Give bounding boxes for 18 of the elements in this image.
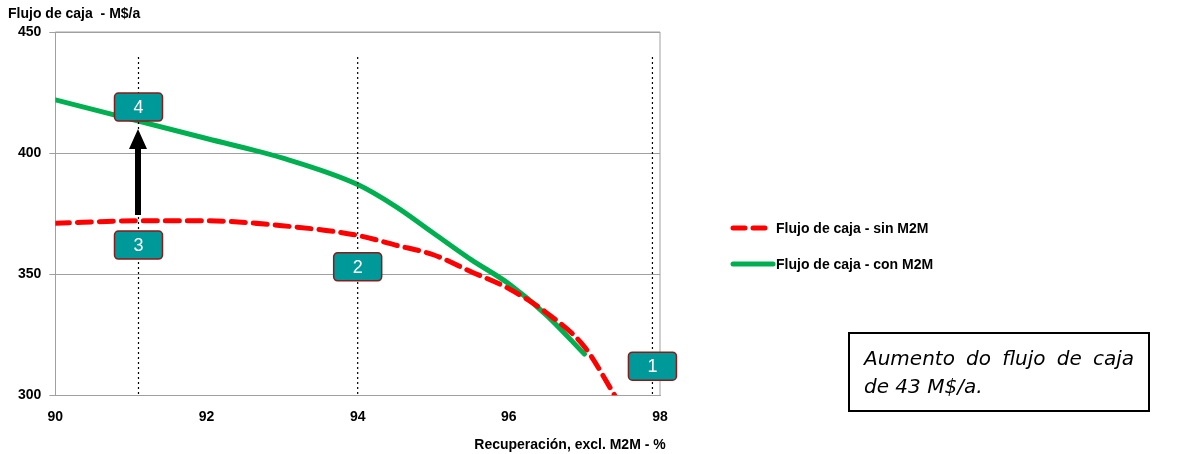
y-tick-label: 400 — [18, 143, 42, 160]
x-tick-label: 92 — [198, 408, 215, 425]
annotation: 2 — [352, 256, 363, 277]
annotation: 4 — [133, 97, 144, 118]
x-tick-label: 98 — [652, 408, 668, 425]
annotation: 3 — [133, 235, 144, 256]
x-axis-title: Recuperación, excl. M2M - % — [474, 435, 667, 452]
y-tick-label: 350 — [18, 264, 42, 281]
x-tick-label: 94 — [349, 408, 366, 425]
text: Aumento do flujo de caja de 43 M$/a. — [848, 332, 1150, 412]
y-axis-title: Flujo de caja - M$/a — [8, 4, 141, 21]
x-tick-label: 96 — [501, 408, 517, 425]
legend-label: Flujo de caja - sin M2M — [776, 220, 929, 236]
legend-label: Flujo de caja - con M2M — [776, 256, 934, 272]
annotation: 1 — [647, 356, 658, 377]
y-tick-label: 300 — [18, 386, 42, 403]
x-tick-label: 90 — [47, 408, 64, 425]
y-tick-label: 450 — [18, 22, 42, 39]
